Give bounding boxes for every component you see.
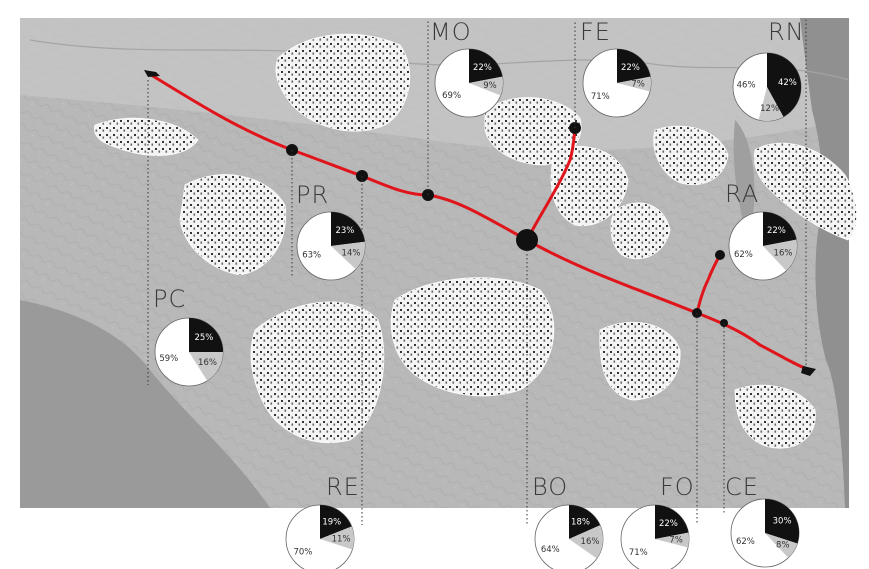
city-rn: RN 42% 12% 46% xyxy=(732,18,805,122)
pie-slice-dark xyxy=(765,499,800,544)
pie-slice-dark xyxy=(189,318,223,352)
city-pc: PC 25% 16% 59% xyxy=(153,285,224,387)
sea-area-east xyxy=(800,18,849,508)
pie-label-dark: 22% xyxy=(767,226,786,236)
station-marker xyxy=(516,229,538,251)
pie-label-light: 59% xyxy=(159,354,178,364)
pie-label-dark: 42% xyxy=(778,78,797,88)
share-pie: 22% 7% 71% xyxy=(620,504,690,569)
share-pie: 30% 8% 62% xyxy=(730,498,800,568)
pie-label-dark: 19% xyxy=(322,518,341,528)
pie-label-light: 46% xyxy=(737,80,756,90)
plain-area xyxy=(20,18,849,151)
pie-label-grey: 11% xyxy=(332,534,351,544)
station-marker xyxy=(715,250,725,260)
share-pie: 22% 7% 71% xyxy=(582,48,652,118)
city-fo: FO 22% 7% 71% xyxy=(620,473,695,569)
pie-slice-dark xyxy=(763,212,797,246)
share-pie: 19% 11% 70% xyxy=(285,504,355,569)
pie-slice-dark xyxy=(655,505,689,539)
pie-label-grey: 16% xyxy=(581,537,600,547)
share-pie: 18% 16% 64% xyxy=(534,504,604,569)
pie-label-light: 63% xyxy=(302,250,321,260)
pie-label-grey: 16% xyxy=(774,249,793,259)
pie-label-dark: 22% xyxy=(473,63,492,73)
city-code-label: CE xyxy=(725,473,759,501)
pie-label-grey: 14% xyxy=(342,249,361,259)
pie-slice-grey xyxy=(617,76,652,92)
pie-slice-dark xyxy=(331,212,365,246)
pie-slice-grey xyxy=(763,239,798,271)
share-pie: 42% 12% 46% xyxy=(732,52,802,122)
city-pr: PR 23% 14% 63% xyxy=(296,181,366,281)
pie-slice-grey xyxy=(758,87,784,121)
pie-label-grey: 16% xyxy=(198,358,217,368)
leader-lines xyxy=(147,20,807,525)
share-pie: 22% 9% 69% xyxy=(434,48,504,118)
city-labels: PC 25% 16% 59% PR 23% 14% 63% RE 19% 11% 70% MO 22% 9%… xyxy=(153,18,805,569)
city-code-label: RE xyxy=(326,473,360,501)
city-fe: FE 22% 7% 71% xyxy=(580,18,652,118)
pie-label-light: 64% xyxy=(541,545,560,555)
pie-label-grey: 7% xyxy=(631,80,645,90)
share-pie: 23% 14% 63% xyxy=(296,211,366,281)
pie-label-dark: 23% xyxy=(335,226,354,236)
pie-label-dark: 18% xyxy=(571,517,590,527)
city-bo: BO 18% 16% 64% xyxy=(532,473,604,569)
pie-slice-grey xyxy=(320,526,355,550)
city-code-label: MO xyxy=(430,18,472,46)
pie-slice-grey xyxy=(569,525,604,559)
pie-label-light: 62% xyxy=(736,537,755,547)
city-ce: CE 30% 8% 62% xyxy=(725,473,800,568)
route-branch-north xyxy=(525,126,577,242)
pie-slice-dark xyxy=(320,505,352,539)
pie-label-dark: 30% xyxy=(773,517,792,527)
pie-label-grey: 7% xyxy=(669,536,683,546)
pie-slice-grey xyxy=(469,76,504,96)
pie-slice-grey xyxy=(331,241,365,270)
city-ra: RA 22% 16% 62% xyxy=(725,180,798,281)
sea-area-west xyxy=(20,300,270,508)
city-code-label: FO xyxy=(660,473,695,501)
pie-label-dark: 22% xyxy=(621,63,640,73)
pie-label-light: 71% xyxy=(591,92,610,102)
lagoon xyxy=(733,120,755,240)
station-marker xyxy=(144,70,160,77)
city-re: RE 19% 11% 70% xyxy=(285,473,360,569)
pie-slice-grey xyxy=(765,533,798,558)
station-markers xyxy=(144,70,816,376)
pie-label-dark: 22% xyxy=(659,519,678,529)
route-branch-east xyxy=(695,253,722,315)
city-code-label: PR xyxy=(296,181,329,209)
station-marker xyxy=(801,366,816,376)
city-code-label: PC xyxy=(153,285,186,313)
share-pie: 25% 16% 59% xyxy=(154,317,224,387)
pie-label-light: 70% xyxy=(293,547,312,557)
share-pie: 22% 16% 62% xyxy=(728,211,798,281)
terrain-layer xyxy=(20,18,850,508)
pie-slice-grey xyxy=(189,352,223,381)
pie-label-grey: 12% xyxy=(760,104,779,114)
pie-label-grey: 8% xyxy=(776,540,790,550)
pie-label-light: 62% xyxy=(734,250,753,260)
pie-slice-dark xyxy=(469,49,503,83)
pie-slice-dark xyxy=(569,505,601,539)
city-code-label: RN xyxy=(768,18,805,46)
pie-slice-dark xyxy=(617,49,651,83)
pie-slice-dark xyxy=(767,53,801,117)
urban-areas xyxy=(93,33,858,449)
pie-label-light: 71% xyxy=(629,548,648,558)
pie-slice-grey xyxy=(655,532,690,548)
pie-label-grey: 9% xyxy=(483,81,497,91)
city-code-label: BO xyxy=(532,473,568,501)
pie-label-light: 69% xyxy=(442,91,461,101)
city-mo: MO 22% 9% 69% xyxy=(430,18,504,118)
pie-label-dark: 25% xyxy=(194,333,213,343)
city-code-label: RA xyxy=(725,180,759,208)
city-code-label: FE xyxy=(580,18,611,46)
